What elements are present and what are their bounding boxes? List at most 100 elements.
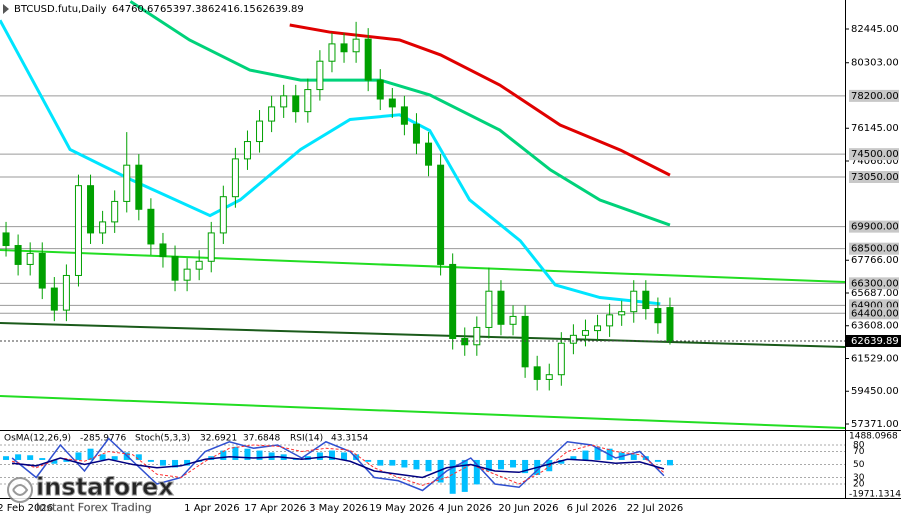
level-label: 64900.00 — [851, 300, 899, 311]
oscillator-line — [11, 444, 665, 486]
level-label: 66300.00 — [851, 278, 899, 289]
candle-body — [400, 106, 408, 125]
candle-body — [533, 366, 541, 380]
level-label-bg — [849, 220, 899, 233]
osma-bar — [63, 459, 70, 462]
level-label-bg — [849, 148, 899, 161]
osma-bar — [365, 459, 372, 462]
candle-body — [449, 263, 457, 339]
osma-bar — [27, 455, 34, 460]
candle-body — [219, 196, 227, 234]
candle-body — [412, 123, 420, 144]
y-tick-label: 67766.00 — [851, 255, 899, 266]
x-tick-label: 3 May 2026 — [309, 503, 368, 514]
ohlc-low: 62416.15 — [208, 4, 256, 15]
level-label-bg — [849, 307, 899, 320]
osma-max-label: 1488.0968 — [849, 432, 898, 442]
price-label: 62639.89 — [851, 336, 899, 347]
osma-bar — [75, 452, 82, 460]
candle-body — [280, 95, 288, 108]
candle-body — [2, 232, 10, 247]
osma-bar — [485, 459, 492, 472]
candle-body — [545, 374, 553, 380]
candle-body — [99, 221, 107, 234]
stoch-signal-value: 37.6848 — [243, 434, 280, 444]
candle-body — [14, 245, 22, 265]
candle-body — [159, 243, 167, 258]
osma-bar — [449, 459, 456, 494]
candle-body — [292, 95, 300, 113]
osc-tick-label: 20 — [853, 480, 865, 490]
candle-body — [183, 268, 191, 281]
stoch-main-value: 32.6921 — [200, 434, 237, 444]
osma-bar — [172, 459, 179, 468]
osma-bar — [184, 459, 191, 466]
osma-bar — [268, 452, 275, 460]
osma-bar — [316, 452, 323, 460]
level-label: 74500.00 — [851, 149, 899, 160]
x-tick-label: 20 Jun 2026 — [498, 503, 558, 514]
chart-title: BTCUSD.futu,Daily — [14, 4, 107, 15]
candle-body — [207, 232, 215, 262]
candle-body — [38, 252, 46, 289]
level-label-bg — [849, 242, 899, 255]
moving-average — [129, 0, 671, 227]
candle-body — [630, 290, 638, 313]
osma-bar — [159, 459, 166, 466]
osma-value: -285.9776 — [80, 434, 126, 444]
candle-body — [74, 185, 82, 276]
osma-bar — [3, 456, 10, 460]
osma-bar — [341, 452, 348, 460]
price-label-bg — [846, 334, 901, 347]
osma-bar — [654, 459, 661, 462]
candle-body — [231, 158, 239, 198]
osma-bar — [666, 459, 673, 466]
y-tick-label: 80303.00 — [851, 58, 899, 69]
level-label-bg — [849, 277, 899, 290]
candle-body — [135, 164, 143, 210]
candle-body — [557, 342, 565, 376]
osma-min-label: -1971.1314 — [849, 490, 901, 500]
x-tick-label: 12 Feb 2026 — [0, 503, 53, 514]
osma-bar — [401, 459, 408, 468]
candle-body — [425, 142, 433, 166]
rsi-value: 43.3154 — [331, 434, 368, 444]
level-label-bg — [849, 89, 899, 102]
oscillator-line — [11, 437, 665, 492]
title-arrow — [3, 4, 9, 14]
candle-body — [666, 307, 674, 342]
osma-bar — [328, 450, 335, 460]
oscillator-line — [11, 455, 665, 479]
ohlc-close: 62639.89 — [256, 4, 304, 15]
trendline — [0, 394, 846, 429]
osma-bar — [87, 448, 94, 460]
stoch-label: Stoch(5,3,3) — [135, 434, 190, 444]
candle-body — [243, 141, 251, 160]
osma-bar — [220, 450, 227, 460]
level-label: 73050.00 — [851, 172, 899, 183]
osma-bar — [437, 459, 444, 483]
osc-tick-label: 70 — [853, 447, 865, 457]
candle-body — [50, 287, 58, 311]
osma-bar — [570, 456, 577, 460]
level-label: 68500.00 — [851, 244, 899, 255]
x-tick-label: 6 Jul 2026 — [567, 503, 617, 514]
osma-bar — [558, 459, 565, 464]
candle-body — [328, 43, 336, 62]
candle-body — [268, 106, 276, 122]
osma-bar — [377, 459, 384, 466]
candle-body — [509, 315, 517, 325]
logo-text: instaforex — [36, 473, 174, 501]
osma-bar — [256, 450, 263, 460]
x-tick-label: 1 Apr 2026 — [184, 503, 239, 514]
candle-body — [316, 60, 324, 91]
y-tick-label: 82445.00 — [851, 24, 899, 35]
osma-bar — [522, 459, 529, 474]
osma-bar — [99, 454, 106, 460]
osma-bar — [232, 446, 239, 460]
osc-tick-label: 80 — [853, 441, 865, 451]
candle-body — [606, 314, 614, 327]
osma-bar — [147, 459, 154, 462]
candle-body — [304, 89, 312, 113]
osc-tick-label: 50 — [853, 460, 865, 470]
